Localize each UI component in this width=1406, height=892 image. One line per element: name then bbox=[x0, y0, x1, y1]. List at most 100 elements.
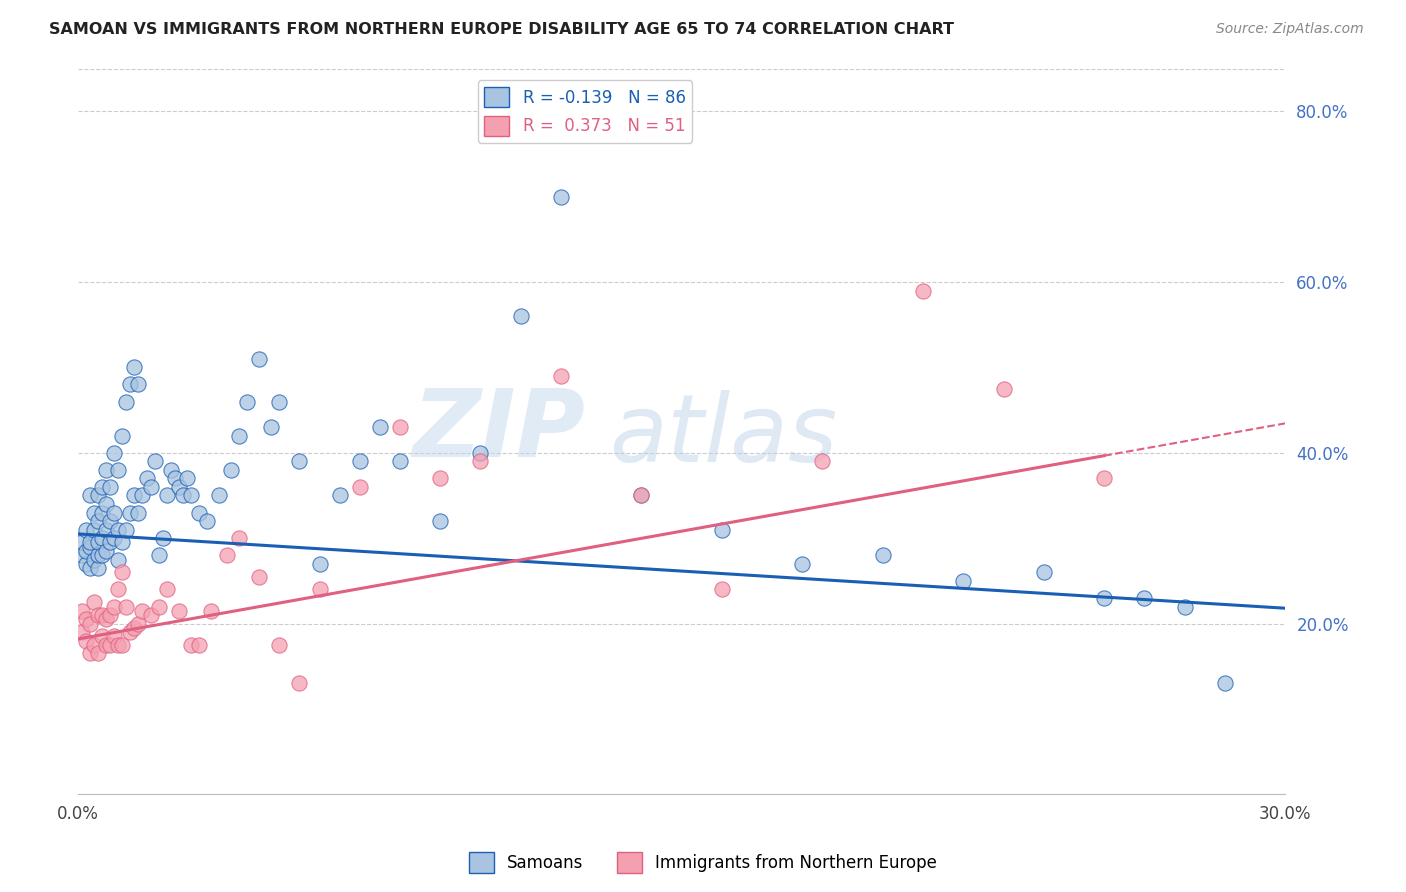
Point bbox=[187, 506, 209, 520]
Point bbox=[1092, 471, 1115, 485]
Point bbox=[148, 599, 170, 614]
Point bbox=[143, 454, 166, 468]
Point bbox=[124, 488, 146, 502]
Point bbox=[187, 638, 209, 652]
Point bbox=[120, 377, 142, 392]
Point bbox=[470, 446, 492, 460]
Point bbox=[103, 629, 125, 643]
Point bbox=[288, 676, 311, 690]
Point bbox=[91, 629, 114, 643]
Point bbox=[509, 309, 531, 323]
Point bbox=[107, 638, 129, 652]
Point bbox=[111, 566, 134, 580]
Point bbox=[172, 488, 194, 502]
Point bbox=[107, 523, 129, 537]
Point bbox=[124, 360, 146, 375]
Point bbox=[70, 625, 93, 640]
Point bbox=[269, 638, 291, 652]
Point bbox=[131, 488, 153, 502]
Point bbox=[124, 621, 146, 635]
Point bbox=[75, 633, 97, 648]
Point bbox=[550, 368, 572, 383]
Point bbox=[215, 548, 238, 562]
Point bbox=[103, 446, 125, 460]
Point bbox=[176, 471, 198, 485]
Point bbox=[167, 604, 190, 618]
Point bbox=[96, 612, 118, 626]
Point bbox=[75, 612, 97, 626]
Point bbox=[75, 544, 97, 558]
Point bbox=[228, 531, 250, 545]
Point bbox=[87, 647, 110, 661]
Point bbox=[139, 480, 162, 494]
Text: SAMOAN VS IMMIGRANTS FROM NORTHERN EUROPE DISABILITY AGE 65 TO 74 CORRELATION CH: SAMOAN VS IMMIGRANTS FROM NORTHERN EUROP… bbox=[49, 22, 955, 37]
Point bbox=[167, 480, 190, 494]
Point bbox=[219, 463, 242, 477]
Point bbox=[96, 544, 118, 558]
Text: ZIP: ZIP bbox=[412, 385, 585, 477]
Point bbox=[120, 506, 142, 520]
Point bbox=[83, 523, 105, 537]
Point bbox=[103, 506, 125, 520]
Point bbox=[1092, 591, 1115, 605]
Point bbox=[349, 480, 371, 494]
Point bbox=[96, 463, 118, 477]
Point bbox=[1133, 591, 1156, 605]
Point bbox=[429, 514, 451, 528]
Point bbox=[152, 531, 174, 545]
Point bbox=[83, 595, 105, 609]
Point bbox=[872, 548, 894, 562]
Point bbox=[236, 394, 259, 409]
Legend: R = -0.139   N = 86, R =  0.373   N = 51: R = -0.139 N = 86, R = 0.373 N = 51 bbox=[478, 80, 692, 143]
Point bbox=[180, 638, 202, 652]
Point bbox=[247, 569, 270, 583]
Point bbox=[710, 523, 733, 537]
Point bbox=[159, 463, 181, 477]
Point bbox=[70, 535, 93, 549]
Point bbox=[79, 488, 101, 502]
Point bbox=[91, 531, 114, 545]
Point bbox=[156, 582, 179, 597]
Point bbox=[630, 488, 652, 502]
Point bbox=[389, 420, 412, 434]
Point bbox=[127, 506, 149, 520]
Point bbox=[115, 523, 138, 537]
Point bbox=[111, 428, 134, 442]
Point bbox=[91, 608, 114, 623]
Point bbox=[79, 616, 101, 631]
Point bbox=[79, 561, 101, 575]
Point bbox=[1032, 566, 1054, 580]
Point bbox=[247, 351, 270, 366]
Point bbox=[163, 471, 186, 485]
Point bbox=[83, 506, 105, 520]
Point bbox=[115, 394, 138, 409]
Text: Source: ZipAtlas.com: Source: ZipAtlas.com bbox=[1216, 22, 1364, 37]
Point bbox=[87, 561, 110, 575]
Point bbox=[710, 582, 733, 597]
Point bbox=[70, 548, 93, 562]
Point bbox=[98, 514, 121, 528]
Point bbox=[98, 480, 121, 494]
Point bbox=[75, 557, 97, 571]
Point bbox=[79, 540, 101, 554]
Point bbox=[308, 557, 330, 571]
Point bbox=[135, 471, 157, 485]
Point bbox=[87, 535, 110, 549]
Point bbox=[208, 488, 231, 502]
Point bbox=[79, 647, 101, 661]
Point bbox=[1213, 676, 1236, 690]
Point bbox=[349, 454, 371, 468]
Point bbox=[70, 604, 93, 618]
Point bbox=[79, 535, 101, 549]
Point bbox=[131, 604, 153, 618]
Point bbox=[96, 497, 118, 511]
Point bbox=[200, 604, 222, 618]
Point bbox=[87, 488, 110, 502]
Point bbox=[811, 454, 834, 468]
Point bbox=[96, 523, 118, 537]
Point bbox=[180, 488, 202, 502]
Point bbox=[389, 454, 412, 468]
Point bbox=[260, 420, 283, 434]
Point bbox=[288, 454, 311, 468]
Point bbox=[103, 599, 125, 614]
